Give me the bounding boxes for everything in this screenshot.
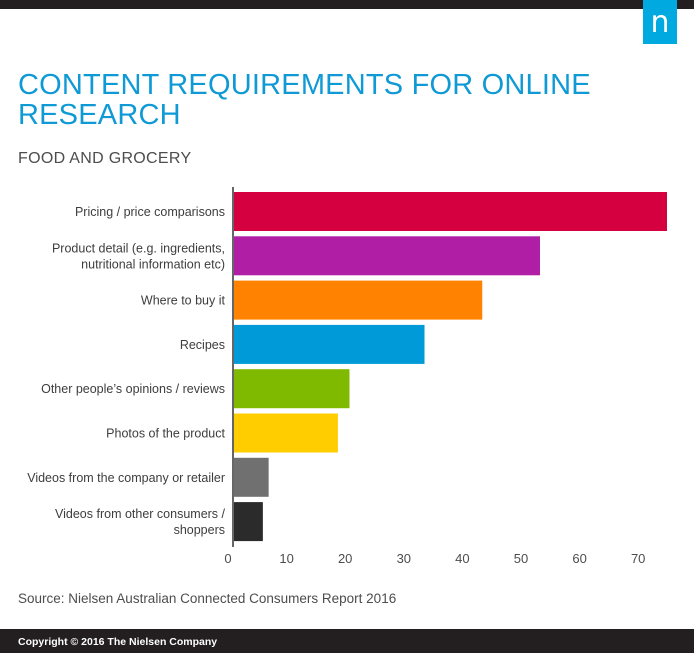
category-label: Where to buy it xyxy=(141,294,226,308)
chart-subtitle: FOOD AND GROCERY xyxy=(18,150,192,167)
bar xyxy=(234,457,269,497)
category-label: Other people’s opinions / reviews xyxy=(41,382,225,396)
footer-bar: Copyright © 2016 The Nielsen Company xyxy=(0,629,694,653)
bar-chart: Pricing / price comparisons Product detai… xyxy=(27,187,667,566)
category-label: Pricing / price comparisons xyxy=(75,205,225,219)
x-tick-label: 50 xyxy=(514,551,528,566)
x-tick-label: 0 xyxy=(224,551,231,566)
category-label: Recipes xyxy=(180,338,225,352)
bars-layer xyxy=(234,192,667,542)
bar xyxy=(234,369,350,409)
category-label: Product detail (e.g. ingredients, nutriti… xyxy=(52,241,225,271)
x-tick-label: 30 xyxy=(397,551,411,566)
category-labels: Pricing / price comparisons Product detai… xyxy=(27,205,225,537)
chart-title: CONTENT REQUIREMENTS FOR ONLINE RESEARCH xyxy=(18,69,591,131)
bar xyxy=(234,280,483,320)
x-axis-ticks: 0 10 20 30 40 50 60 70 xyxy=(224,551,645,566)
copyright-text: Copyright © 2016 The Nielsen Company xyxy=(18,636,218,648)
bar xyxy=(234,236,540,276)
bar xyxy=(234,192,667,231)
category-label: Photos of the product xyxy=(106,427,225,441)
bar xyxy=(234,413,338,453)
x-tick-label: 20 xyxy=(338,551,352,566)
nielsen-logo: n xyxy=(643,0,677,44)
x-tick-label: 70 xyxy=(631,551,645,566)
category-label: Videos from the company or retailer xyxy=(27,471,225,485)
x-tick-label: 40 xyxy=(455,551,469,566)
x-tick-label: 10 xyxy=(279,551,293,566)
category-label: Videos from other consumers / shoppers xyxy=(55,507,226,537)
source-note: Source: Nielsen Australian Connected Con… xyxy=(18,591,397,606)
bar xyxy=(234,502,263,542)
x-tick-label: 60 xyxy=(572,551,586,566)
top-bar xyxy=(0,0,694,9)
bar xyxy=(234,324,425,364)
